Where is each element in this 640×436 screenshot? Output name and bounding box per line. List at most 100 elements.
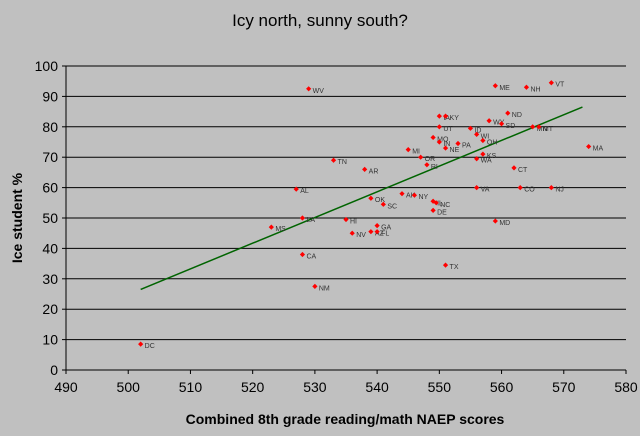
data-label-mo: MO	[437, 136, 449, 143]
x-tick-label: 510	[179, 379, 203, 395]
data-label-ky: KY	[450, 115, 460, 122]
trendline	[140, 106, 583, 291]
data-point-or	[418, 154, 424, 160]
tick-labels: 0 10 20 30 40 50 60 70 80 90 100 490 500 510 520 530 540…	[35, 58, 638, 395]
data-label-il: IL	[437, 200, 443, 207]
data-point-ma	[586, 143, 592, 150]
data-point-nd	[505, 110, 511, 116]
y-tick-label: 40	[42, 240, 58, 256]
x-axis-label: Combined 8th grade reading/math NAEP sco…	[186, 411, 505, 427]
data-label-wv: WV	[313, 88, 325, 95]
data-label-mi: MI	[412, 149, 420, 156]
data-label-wy: WY	[493, 120, 505, 127]
data-point-pa	[455, 140, 461, 147]
data-point-ak	[399, 191, 405, 197]
data-label-tn: TN	[338, 159, 347, 166]
data-point-sd	[498, 121, 505, 127]
data-point-de	[430, 207, 436, 213]
data-label-al: AL	[300, 188, 309, 195]
data-label-or: OR	[425, 156, 436, 163]
data-label-nm: NM	[319, 285, 330, 292]
data-label-la: LA	[306, 217, 315, 224]
data-label-id: ID	[474, 127, 481, 134]
data-point-nm	[312, 283, 318, 289]
data-label-mn: MN	[537, 126, 548, 133]
data-point-tn	[330, 157, 337, 163]
y-tick-label: 20	[42, 301, 58, 317]
data-label-sd: SD	[506, 123, 516, 130]
data-point-nv	[349, 230, 355, 236]
data-label-tx: TX	[450, 264, 459, 271]
trendline-group	[140, 106, 583, 291]
data-point-ny	[411, 192, 418, 198]
x-tick-label: 550	[428, 379, 452, 395]
data-label-ia: IA	[443, 115, 450, 122]
data-label-vt: VT	[555, 82, 565, 89]
data-point-id	[467, 125, 474, 131]
data-point-ms	[268, 224, 274, 230]
data-label-dc: DC	[145, 343, 155, 350]
data-label-nd: ND	[512, 112, 522, 119]
data-label-md: MD	[499, 220, 510, 227]
data-label-ct: CT	[518, 167, 528, 174]
data-label-az: AZ	[375, 231, 385, 238]
x-tick-label: 500	[117, 379, 141, 395]
data-label-sc: SC	[387, 203, 397, 210]
y-tick-label: 30	[42, 271, 58, 287]
data-label-va: VA	[481, 187, 490, 194]
data-point-co	[517, 185, 523, 191]
data-point-wy	[486, 118, 492, 124]
data-label-ok: OK	[375, 197, 385, 204]
data-point-fl	[374, 229, 380, 235]
data-point-oh	[480, 137, 486, 144]
data-label-ms: MS	[275, 226, 286, 233]
x-tick-label: 560	[490, 379, 514, 395]
data-point-dc	[138, 341, 144, 347]
data-point-tx	[442, 262, 449, 268]
data-point-wv	[306, 86, 312, 92]
y-tick-label: 50	[42, 210, 58, 226]
x-tick-label: 570	[552, 379, 576, 395]
data-point-ct	[511, 165, 517, 171]
data-label-ar: AR	[369, 168, 379, 175]
y-tick-label: 10	[42, 332, 58, 348]
data-point-mn	[530, 124, 536, 130]
data-point-ky	[442, 113, 449, 119]
data-point-me	[492, 83, 498, 89]
data-point-sc	[380, 201, 386, 207]
data-point-mi	[405, 147, 411, 153]
y-tick-label: 100	[35, 58, 59, 74]
data-label-oh: OH	[487, 139, 498, 146]
data-label-ca: CA	[306, 253, 316, 260]
data-point-ca	[299, 251, 306, 258]
data-label-wi: WI	[481, 133, 490, 140]
data-point-nh	[523, 84, 530, 90]
x-tick-label: 520	[241, 379, 265, 395]
data-label-ne: NE	[450, 147, 460, 154]
data-label-fl: FL	[381, 231, 389, 238]
data-label-nv: NV	[356, 232, 366, 239]
data-label-hi: HI	[350, 219, 357, 226]
data-point-la	[299, 215, 306, 221]
data-point-wi	[474, 131, 480, 137]
data-label-nc: NC	[440, 202, 450, 209]
x-tick-label: 540	[365, 379, 389, 395]
chart-title: Icy north, sunny south?	[232, 11, 408, 30]
y-tick-label: 60	[42, 180, 58, 196]
data-label-ny: NY	[418, 194, 428, 201]
data-label-ks: KS	[487, 153, 497, 160]
data-point-vt	[548, 80, 554, 86]
data-point-nj	[548, 185, 554, 191]
data-label-de: DE	[437, 209, 447, 216]
data-point-ga	[374, 223, 380, 229]
data-point-az	[368, 229, 374, 235]
y-axis-label: Ice student %	[9, 172, 25, 263]
y-tick-label: 80	[42, 119, 58, 135]
data-point-wa	[474, 156, 480, 162]
data-point-al	[293, 186, 299, 192]
data-label-co: CO	[524, 187, 535, 194]
y-tick-label: 0	[50, 362, 58, 378]
data-point-mt	[536, 124, 542, 130]
data-label-nj: NJ	[555, 187, 564, 194]
data-point-md	[492, 218, 498, 224]
